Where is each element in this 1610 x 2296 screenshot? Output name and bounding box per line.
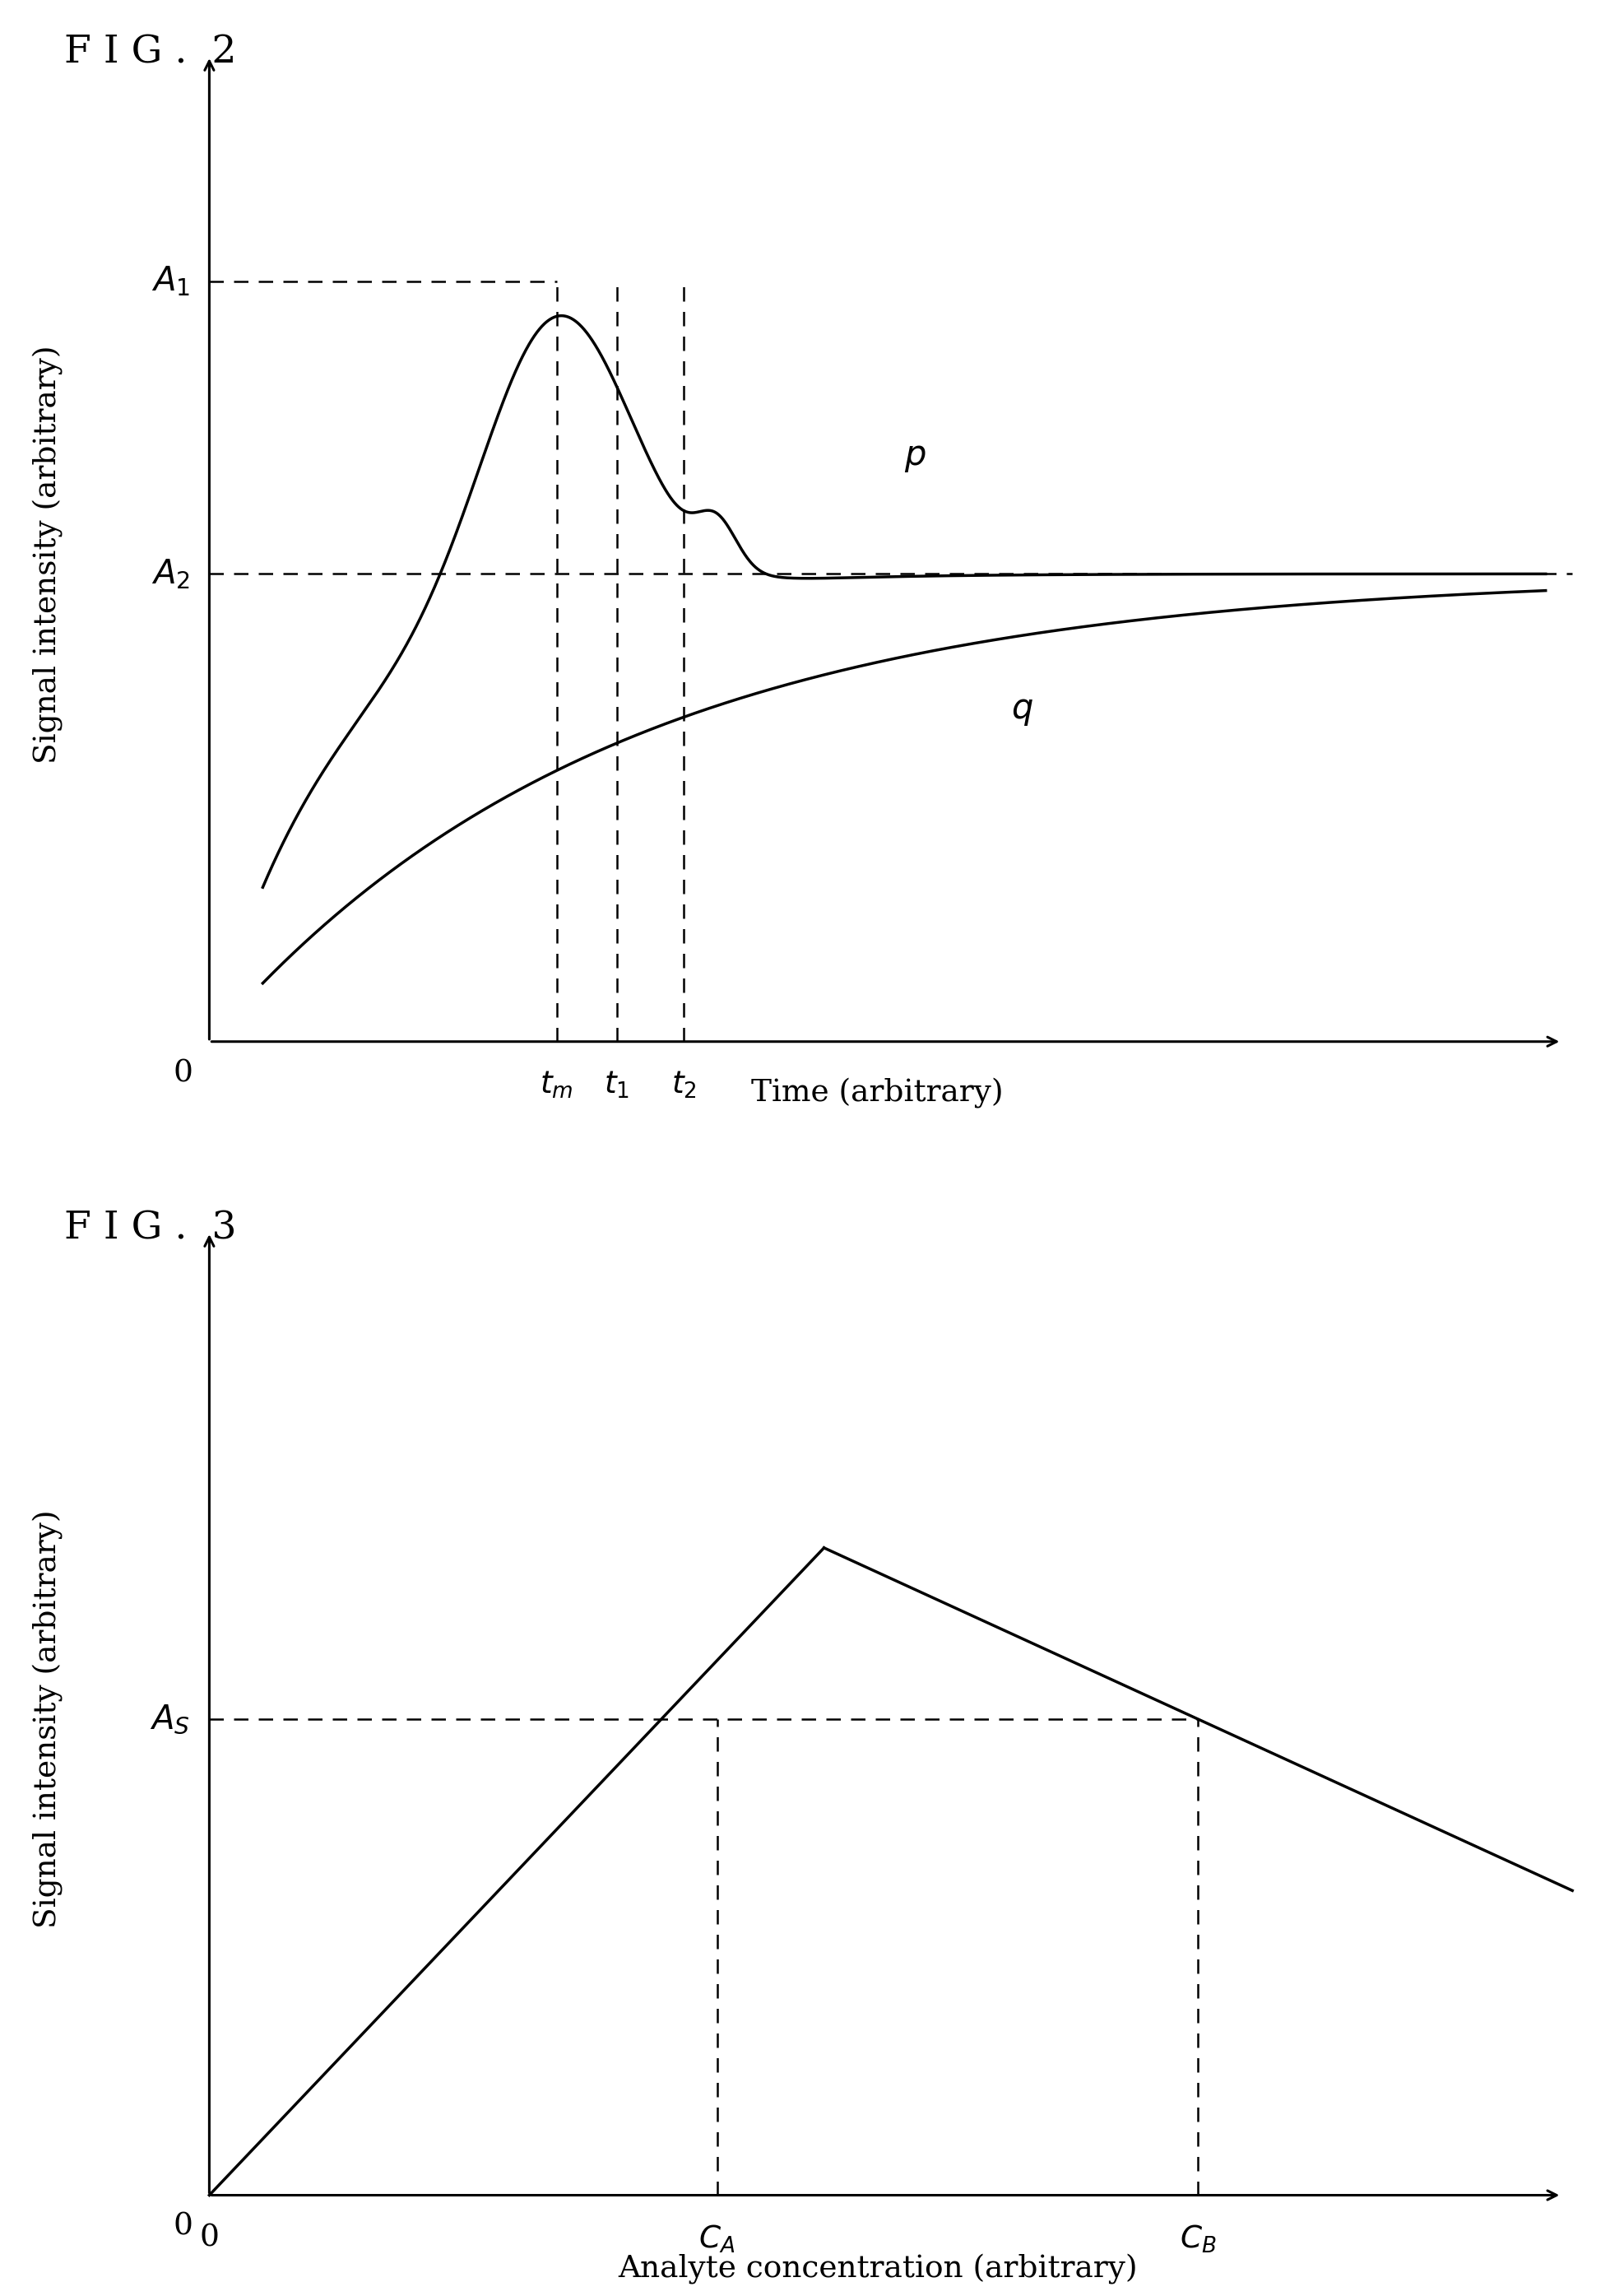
Text: 0: 0 xyxy=(174,1058,193,1088)
Text: 0: 0 xyxy=(174,2211,193,2241)
Text: F I G .  2: F I G . 2 xyxy=(64,34,237,71)
Text: Signal intensity (arbitrary): Signal intensity (arbitrary) xyxy=(34,344,63,765)
Text: $p$: $p$ xyxy=(905,439,926,475)
Text: Time (arbitrary): Time (arbitrary) xyxy=(752,1079,1003,1109)
Text: F I G .  3: F I G . 3 xyxy=(64,1210,237,1247)
Text: $t_1$: $t_1$ xyxy=(604,1070,630,1100)
Text: Signal intensity (arbitrary): Signal intensity (arbitrary) xyxy=(34,1511,63,1929)
Text: 0: 0 xyxy=(200,2223,219,2252)
Text: $A_2$: $A_2$ xyxy=(151,558,190,590)
Text: $C_B$: $C_B$ xyxy=(1180,2223,1217,2255)
Text: $t_2$: $t_2$ xyxy=(671,1070,696,1100)
Text: $C_A$: $C_A$ xyxy=(699,2223,736,2255)
Text: $q$: $q$ xyxy=(1011,693,1034,728)
Text: $A_1$: $A_1$ xyxy=(151,264,190,298)
Text: $A_S$: $A_S$ xyxy=(150,1704,190,1736)
Text: Analyte concentration (arbitrary): Analyte concentration (arbitrary) xyxy=(618,2255,1137,2285)
Text: $t_m$: $t_m$ xyxy=(539,1070,573,1100)
